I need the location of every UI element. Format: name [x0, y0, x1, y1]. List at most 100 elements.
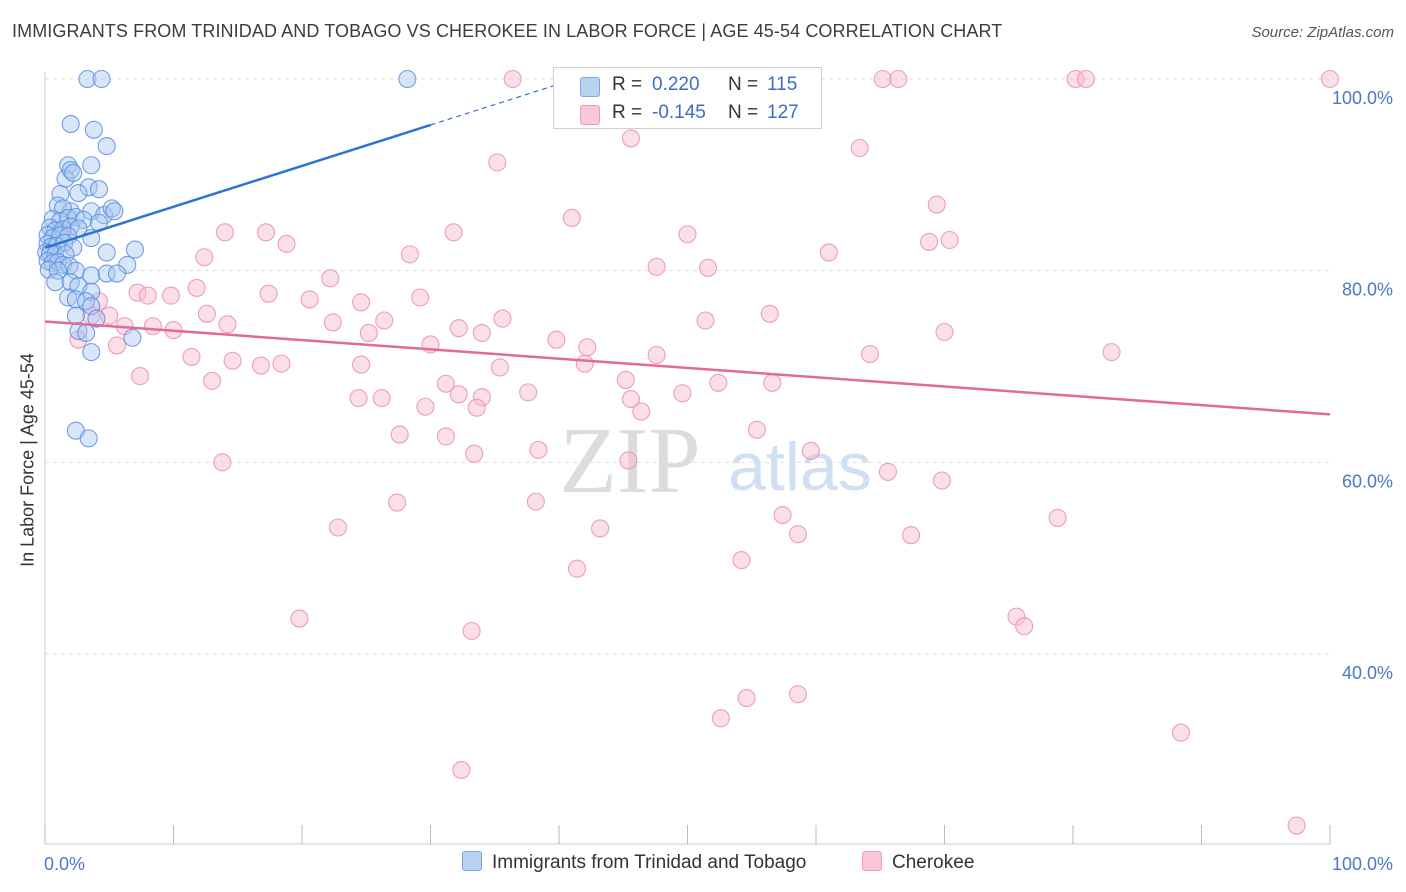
cherokee-point — [411, 288, 430, 307]
legend-swatch-blue — [462, 851, 482, 871]
cherokee-point — [359, 323, 378, 343]
trinidad-point — [97, 137, 116, 156]
y-tick-labels: 100.0% 80.0% 60.0% 40.0% — [1332, 88, 1393, 683]
cherokee-point — [773, 505, 792, 525]
cherokee-point — [1048, 508, 1067, 527]
cherokee-point — [850, 138, 869, 158]
trinidad-point — [87, 309, 106, 328]
source-label: Source: ZipAtlas.com — [1251, 24, 1394, 41]
cherokee-point — [902, 526, 921, 545]
trinidad-point — [82, 266, 101, 285]
trinidad-point — [82, 156, 101, 175]
cherokee-point — [436, 374, 455, 393]
trinidad-trend-line — [44, 123, 431, 249]
cherokee-point — [323, 313, 342, 332]
cherokee-point — [732, 551, 751, 570]
trinidad-point — [125, 240, 144, 259]
y-tick-label: 60.0% — [1342, 471, 1393, 491]
cherokee-point — [889, 69, 908, 89]
trinidad-point — [77, 292, 96, 311]
cherokee-point — [256, 223, 276, 242]
trinidad-point — [123, 328, 142, 347]
cherokee-point — [621, 390, 641, 409]
cherokee-point — [1076, 69, 1095, 89]
cherokee-point — [218, 315, 237, 334]
x-tick-label-min: 0.0% — [44, 854, 85, 874]
cherokee-point — [182, 347, 201, 366]
cherokee-point — [696, 311, 715, 330]
legend-n-label: N = — [728, 102, 759, 123]
cherokee-point — [747, 420, 766, 439]
series-cherokee-points — [69, 69, 1340, 835]
legend-item-trinidad[interactable]: Immigrants from Trinidad and Tobago — [462, 851, 806, 874]
cherokee-point — [819, 243, 838, 262]
trinidad-point — [61, 114, 80, 134]
cherokee-trend-line — [44, 320, 1331, 416]
y-tick-label: 80.0% — [1342, 280, 1393, 300]
cherokee-point — [203, 371, 222, 390]
trinidad-point — [69, 183, 88, 203]
legend-swatch-pink — [862, 851, 882, 871]
trinidad-point — [82, 343, 101, 362]
cherokee-point — [932, 471, 951, 490]
trinidad-point — [69, 321, 88, 341]
cherokee-point — [272, 354, 291, 373]
series-legend: Immigrants from Trinidad and Tobago Cher… — [0, 851, 1406, 879]
trinidad-point — [64, 163, 83, 182]
cherokee-point — [436, 427, 455, 446]
cherokee-point — [860, 344, 880, 364]
cherokee-point — [788, 685, 808, 704]
legend-r-label: R = — [612, 102, 643, 123]
cherokee-point — [788, 525, 808, 544]
cherokee-point — [575, 354, 594, 373]
cherokee-point — [352, 293, 371, 312]
cherokee-point — [567, 559, 587, 578]
cherokee-point — [619, 451, 638, 470]
watermark: ZIP atlas — [560, 409, 872, 513]
cherokee-point — [878, 462, 898, 481]
trinidad-trend-extension — [430, 79, 573, 126]
cherokee-point — [519, 383, 538, 402]
cherokee-point — [632, 402, 651, 421]
series-trinidad-points — [37, 69, 417, 448]
y-tick-label: 100.0% — [1332, 88, 1393, 108]
trend-lines — [44, 79, 1331, 416]
trinidad-point — [66, 306, 85, 325]
cherokee-point — [927, 195, 946, 214]
legend-n-value: 127 — [767, 102, 799, 123]
cherokee-point — [621, 129, 641, 148]
legend-n-label: N = — [728, 74, 759, 95]
cherokee-point — [472, 323, 491, 343]
cherokee-point — [801, 441, 820, 460]
cherokee-point — [1066, 69, 1085, 89]
watermark-atlas: atlas — [728, 429, 872, 505]
cherokee-point — [529, 440, 548, 459]
x-tick-label-max: 100.0% — [1332, 854, 1393, 874]
trinidad-point — [46, 273, 65, 292]
cherokee-point — [472, 388, 491, 407]
cherokee-point — [940, 230, 959, 250]
cherokee-point — [300, 290, 319, 309]
cherokee-point — [161, 286, 180, 305]
trinidad-point — [97, 243, 116, 262]
legend-row-trinidad: R = 0.220 N = 115 — [554, 71, 821, 101]
legend-row-cherokee: R = -0.145 N = 127 — [554, 99, 821, 129]
cherokee-point — [711, 709, 730, 728]
cherokee-point — [526, 492, 545, 511]
cherokee-point — [647, 345, 666, 365]
cherokee-point — [223, 351, 242, 370]
cherokee-point — [321, 269, 340, 288]
cherokee-point — [215, 223, 234, 242]
trinidad-point — [105, 202, 124, 221]
cherokee-point — [416, 397, 435, 416]
cherokee-point — [1102, 343, 1121, 362]
legend-r-value: -0.145 — [652, 102, 706, 123]
cherokee-point — [138, 286, 157, 305]
cherokee-point — [143, 317, 162, 336]
cherokee-point — [1320, 69, 1340, 89]
cherokee-point — [449, 385, 468, 404]
trinidad-point — [51, 184, 70, 204]
legend-swatch-pink — [580, 105, 600, 125]
legend-item-cherokee[interactable]: Cherokee — [862, 851, 974, 874]
